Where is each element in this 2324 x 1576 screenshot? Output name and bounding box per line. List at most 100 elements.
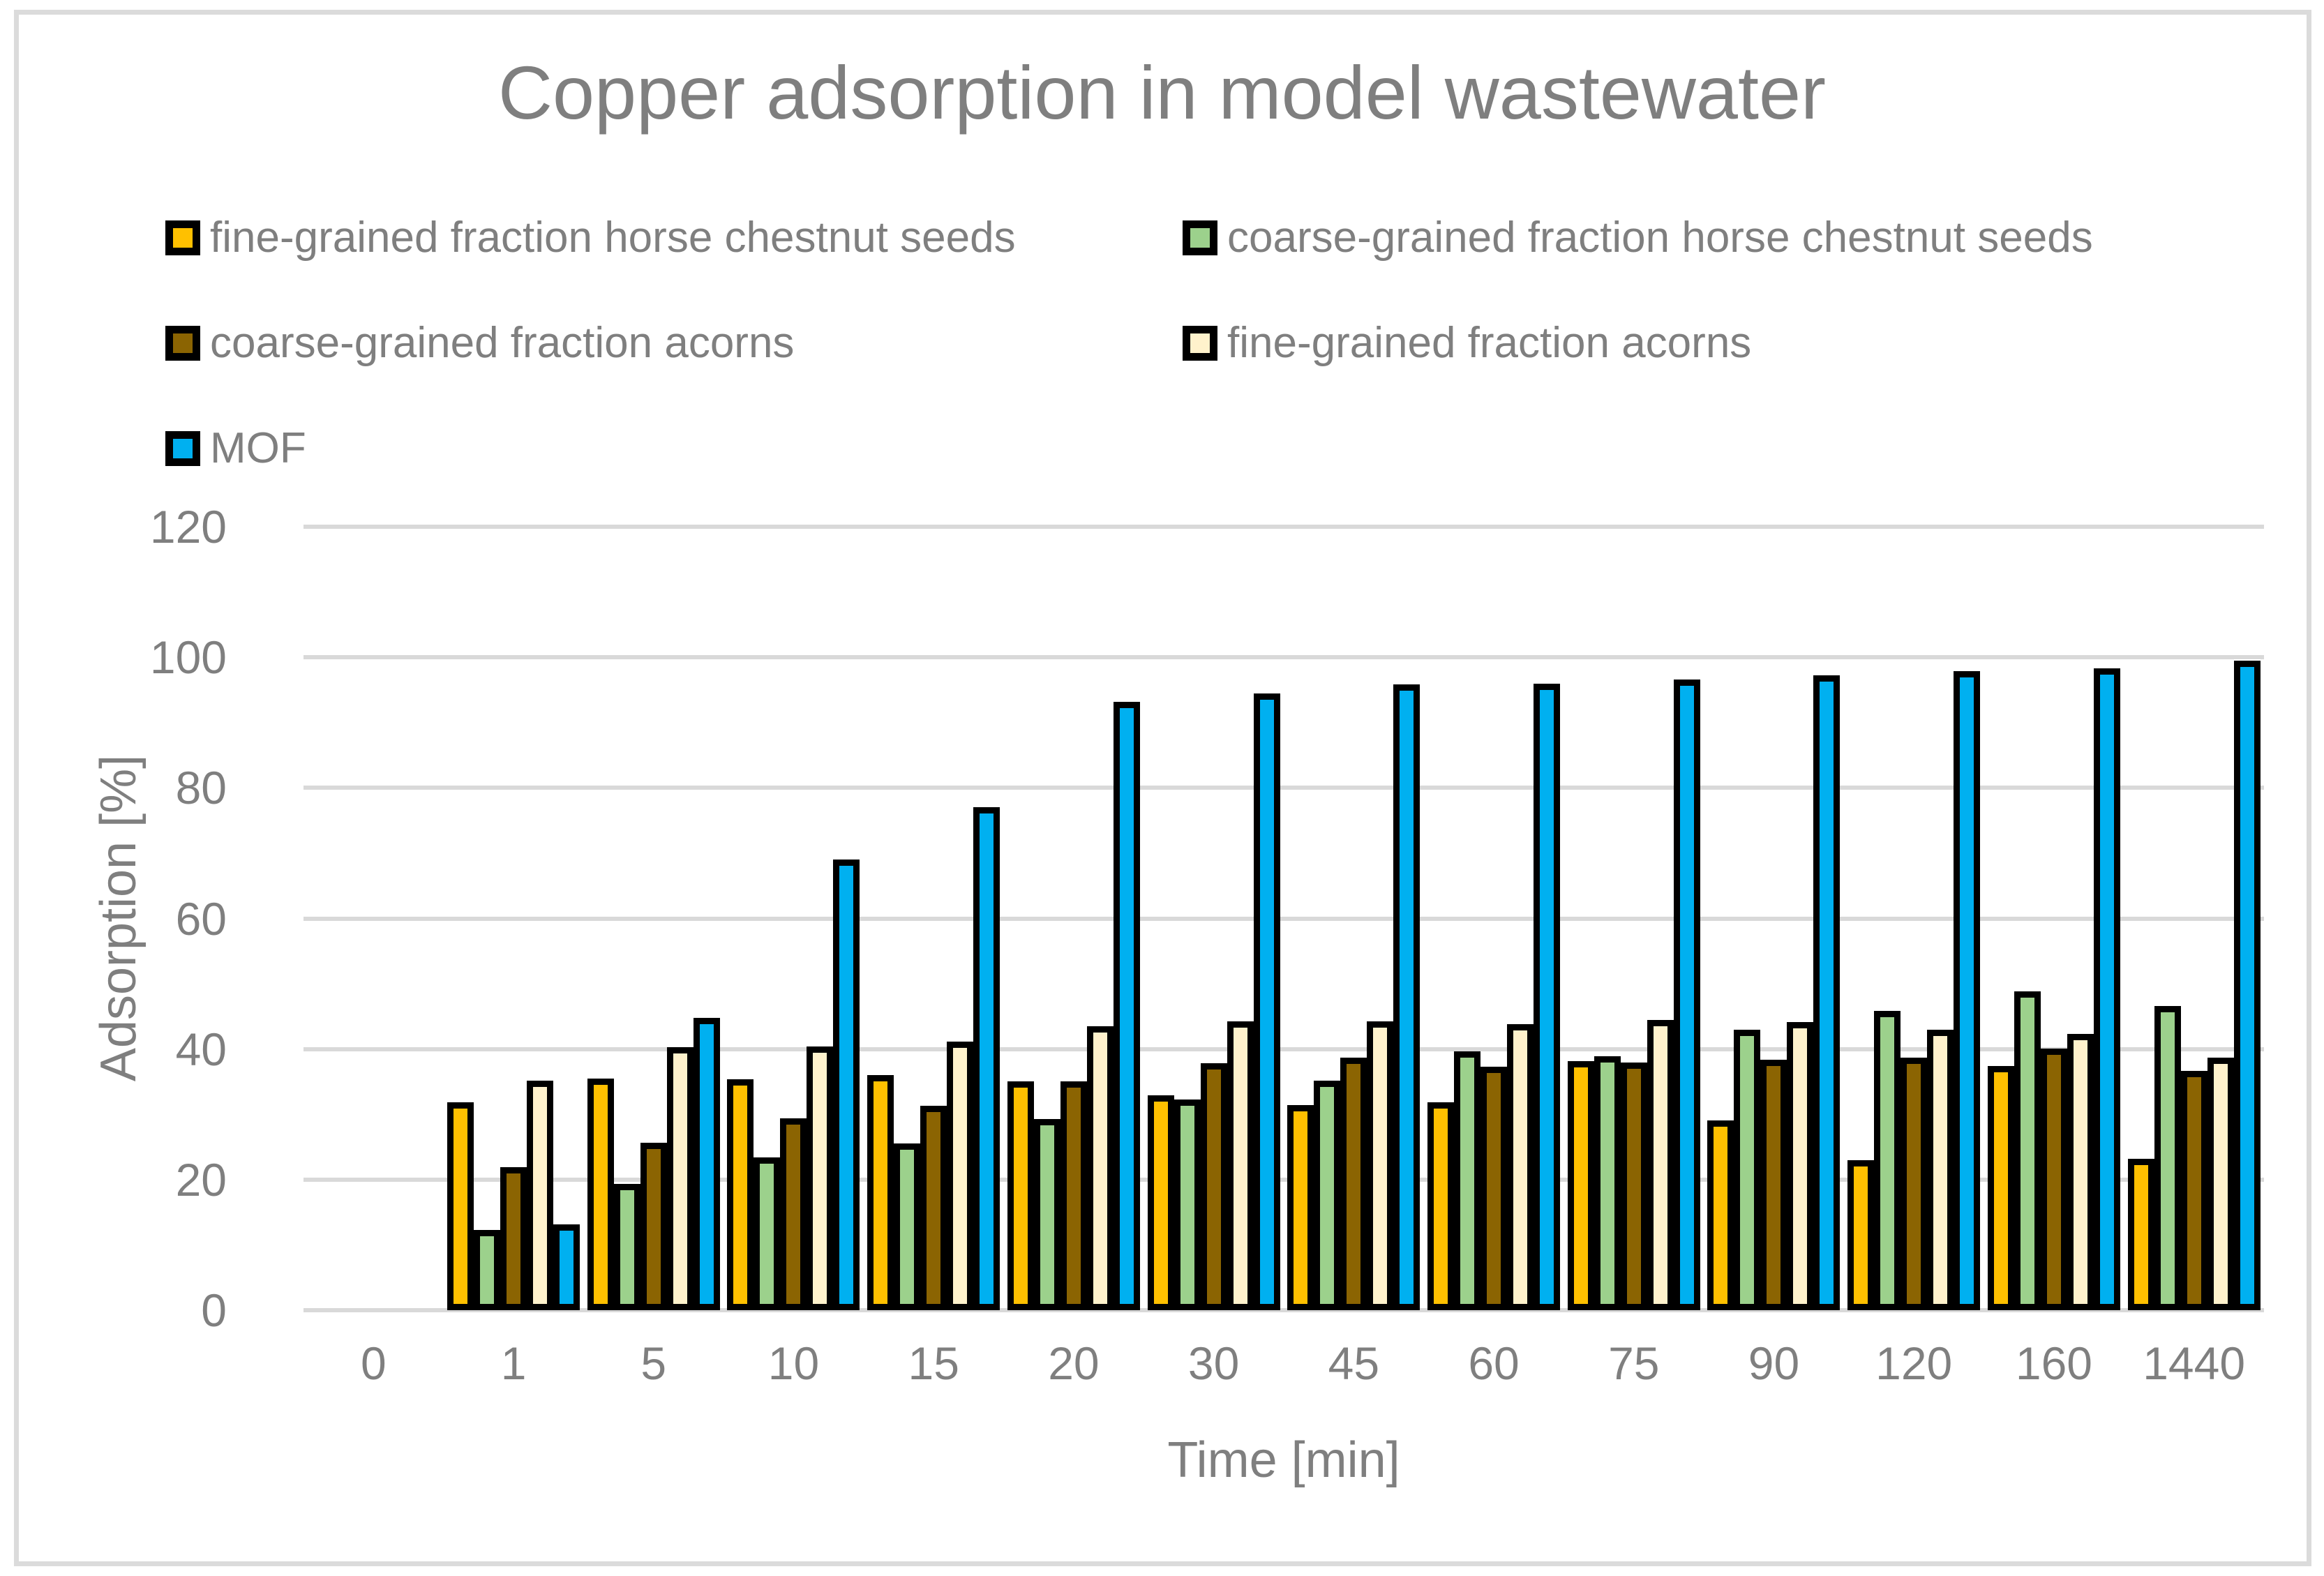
bar-coarse-grained-45	[1314, 1080, 1341, 1310]
bar-fine-grained-90	[1787, 1022, 1814, 1310]
bar-MOF-5	[693, 1017, 720, 1310]
bar-coarse-grained-160	[2040, 1048, 2067, 1310]
x-axis-title: Time [min]	[1167, 1432, 1400, 1488]
gridline-y-0	[303, 1308, 2264, 1312]
bar-coarse-grained-1440	[2180, 1070, 2207, 1310]
bar-coarse-grained-1	[474, 1229, 501, 1310]
bar-fine-grained-45	[1367, 1021, 1394, 1310]
bar-coarse-grained-30	[1174, 1099, 1201, 1310]
bar-MOF-1	[553, 1224, 580, 1310]
x-tick-label-10: 10	[767, 1337, 820, 1389]
legend-label: MOF	[210, 424, 306, 472]
x-tick-label-5: 5	[640, 1337, 667, 1389]
bar-coarse-grained-5	[640, 1142, 667, 1310]
bar-coarse-grained-120	[1901, 1057, 1928, 1310]
bar-group-5	[583, 527, 724, 1310]
gridline-y-40	[303, 1046, 2264, 1051]
bar-fine-grained-30	[1147, 1095, 1174, 1310]
legend-label: fine-grained fraction acorns	[1227, 319, 1752, 367]
bar-coarse-grained-15	[920, 1106, 947, 1310]
bar-MOF-1440	[2233, 660, 2261, 1310]
legend-item-coarse-grained-horse-chestnut: coarse-grained fraction horse chestnut s…	[1183, 213, 2093, 262]
chart-border-frame	[14, 10, 2311, 1566]
bar-coarse-grained-15	[894, 1143, 921, 1310]
bar-fine-grained-60	[1427, 1102, 1455, 1310]
bar-fine-grained-15	[867, 1075, 894, 1310]
bar-fine-grained-1	[447, 1102, 474, 1310]
bar-fine-grained-160	[2067, 1034, 2094, 1310]
bar-group-120	[1844, 527, 1984, 1310]
x-tick-label-1: 1	[500, 1337, 527, 1389]
bar-fine-grained-60	[1507, 1024, 1534, 1310]
bar-MOF-15	[973, 807, 1000, 1310]
bar-coarse-grained-75	[1620, 1063, 1647, 1310]
bar-fine-grained-90	[1707, 1120, 1734, 1310]
bar-group-45	[1284, 527, 1424, 1310]
bar-group-0	[303, 527, 444, 1310]
bar-fine-grained-1440	[2207, 1057, 2234, 1310]
bar-MOF-60	[1534, 683, 1561, 1310]
bar-coarse-grained-120	[1874, 1011, 1901, 1310]
bar-coarse-grained-90	[1734, 1029, 1761, 1310]
bar-MOF-160	[2093, 668, 2120, 1310]
bar-coarse-grained-30	[1200, 1063, 1227, 1310]
y-tick-label-60: 60	[175, 892, 227, 945]
bar-MOF-20	[1113, 701, 1140, 1310]
bar-coarse-grained-5	[613, 1184, 640, 1310]
bar-coarse-grained-90	[1760, 1059, 1787, 1310]
legend-item-fine-grained-horse-chestnut: fine-grained fraction horse chestnut see…	[165, 213, 1183, 262]
bar-group-90	[1704, 527, 1844, 1310]
legend-swatch-icon	[1183, 220, 1217, 255]
bar-MOF-10	[833, 860, 860, 1310]
bar-coarse-grained-1	[500, 1167, 527, 1310]
bar-coarse-grained-160	[2014, 991, 2041, 1310]
y-tick-label-20: 20	[175, 1153, 227, 1206]
bar-fine-grained-120	[1847, 1160, 1875, 1310]
bar-fine-grained-75	[1647, 1019, 1674, 1310]
legend-item-fine-grained-acorns: fine-grained fraction acorns	[1183, 318, 2093, 368]
bar-fine-grained-160	[1987, 1066, 2014, 1310]
legend: fine-grained fraction horse chestnut see…	[165, 213, 2093, 473]
bar-MOF-120	[1954, 670, 1981, 1310]
bar-MOF-45	[1393, 684, 1420, 1310]
bar-fine-grained-5	[666, 1046, 694, 1310]
x-tick-label-15: 15	[908, 1337, 959, 1389]
bar-fine-grained-20	[1086, 1026, 1114, 1310]
bar-coarse-grained-60	[1454, 1051, 1481, 1310]
bar-fine-grained-1440	[2127, 1158, 2154, 1310]
x-tick-label-0: 0	[360, 1337, 387, 1389]
plot-area	[303, 525, 2264, 1312]
gridline-y-80	[303, 786, 2264, 790]
bar-coarse-grained-75	[1594, 1056, 1621, 1310]
bar-fine-grained-10	[807, 1046, 834, 1310]
legend-label: coarse-grained fraction horse chestnut s…	[1227, 213, 2093, 262]
x-tick-label-60: 60	[1468, 1337, 1520, 1389]
y-tick-label-100: 100	[149, 631, 227, 684]
x-tick-label-20: 20	[1048, 1337, 1100, 1389]
bar-fine-grained-30	[1227, 1021, 1254, 1310]
bar-fine-grained-15	[947, 1042, 974, 1310]
x-tick-label-120: 120	[1875, 1337, 1953, 1389]
legend-item-coarse-grained-acorns: coarse-grained fraction acorns	[165, 318, 1183, 368]
bar-group-1	[444, 527, 584, 1310]
legend-item-mof: MOF	[165, 423, 1183, 473]
y-axis-tick-labels: 0 20 40 60 80 100 120	[0, 501, 262, 1336]
legend-swatch-icon	[165, 430, 200, 466]
gridline-y-120	[303, 525, 2264, 529]
legend-label: fine-grained fraction horse chestnut see…	[210, 213, 1016, 262]
bar-fine-grained-1	[527, 1080, 554, 1310]
bar-coarse-grained-45	[1340, 1057, 1367, 1310]
x-tick-label-30: 30	[1187, 1337, 1240, 1389]
bar-group-15	[864, 527, 1004, 1310]
gridline-y-20	[303, 1177, 2264, 1182]
gridline-y-100	[303, 655, 2264, 660]
bar-MOF-90	[1813, 675, 1841, 1310]
bar-coarse-grained-10	[780, 1118, 807, 1310]
bar-fine-grained-120	[1927, 1029, 1954, 1310]
legend-swatch-icon	[165, 220, 200, 255]
bar-fine-grained-75	[1567, 1060, 1594, 1310]
bar-group-20	[1004, 527, 1144, 1310]
y-tick-label-80: 80	[175, 762, 227, 814]
bar-coarse-grained-60	[1480, 1066, 1508, 1310]
bar-coarse-grained-10	[754, 1157, 781, 1310]
